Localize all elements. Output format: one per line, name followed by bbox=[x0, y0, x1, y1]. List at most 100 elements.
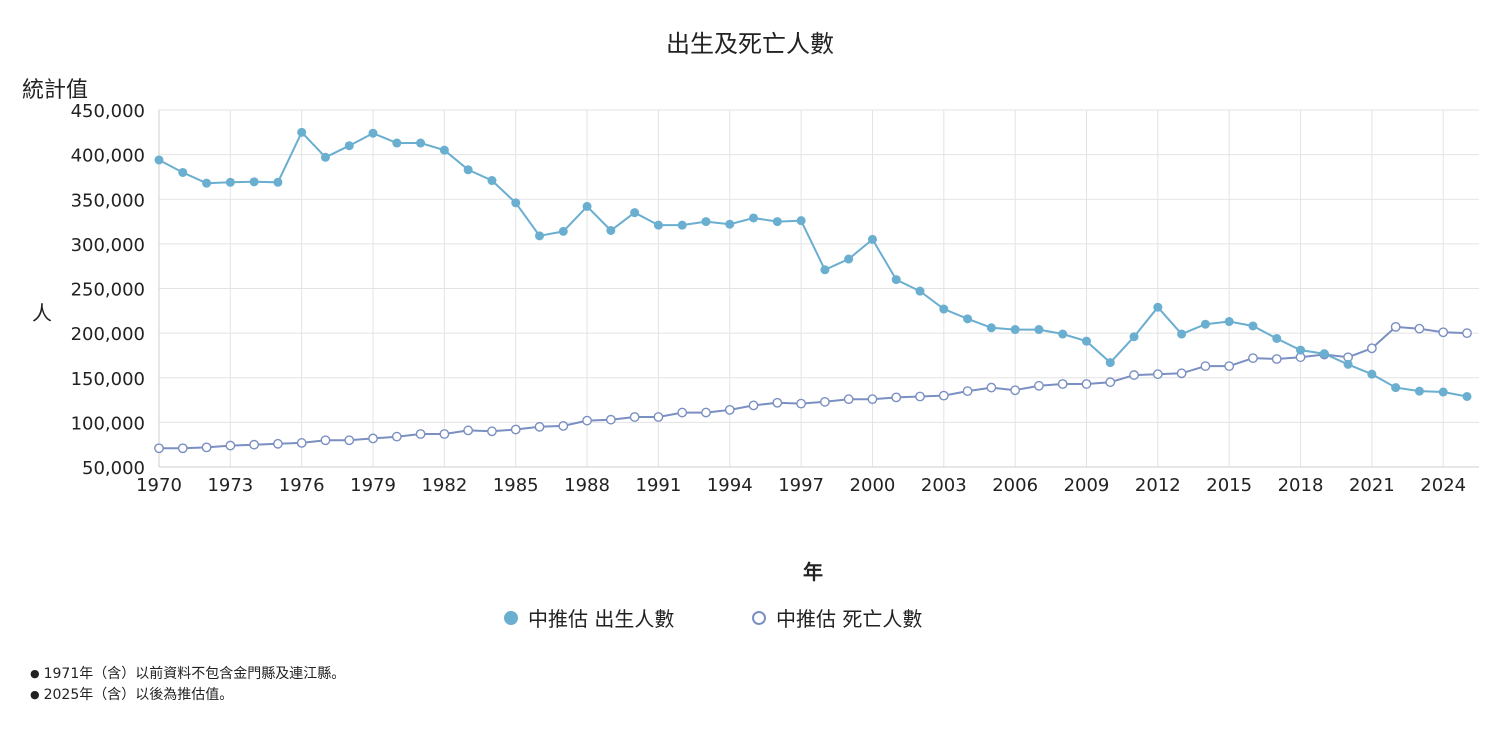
data-point-deaths bbox=[915, 391, 925, 402]
data-point-deaths bbox=[1248, 353, 1258, 364]
y-axis-category-label: 統計值 bbox=[22, 78, 89, 103]
data-point-births bbox=[249, 177, 259, 187]
data-point-births bbox=[963, 314, 973, 324]
data-point-births bbox=[677, 220, 687, 230]
data-point-births bbox=[225, 177, 235, 187]
data-point-births bbox=[1058, 329, 1068, 339]
series-line-births bbox=[158, 130, 1468, 398]
x-tick-label: 2000 bbox=[850, 475, 896, 496]
chart-axes: 450,000 400,000 350,000 300,000 250,000 200,0… bbox=[71, 101, 1479, 496]
legend-item-births[interactable]: 中推估 出生人數 bbox=[504, 603, 674, 632]
chart-notes: 1971年（含）以前資料不包含金門縣及連江縣。 2025年（含）以後為推估值。 bbox=[30, 664, 346, 706]
data-point-deaths bbox=[582, 415, 592, 426]
x-tick-label: 2018 bbox=[1278, 475, 1324, 496]
data-point-births bbox=[558, 226, 568, 236]
data-point-births bbox=[1248, 321, 1258, 331]
y-axis-unit-label: 人 bbox=[32, 301, 52, 325]
data-point-deaths bbox=[605, 414, 616, 425]
data-point-deaths bbox=[653, 412, 664, 422]
x-tick-label: 2024 bbox=[1420, 475, 1466, 496]
data-point-deaths bbox=[534, 421, 545, 432]
data-point-births bbox=[1010, 325, 1020, 335]
data-point-deaths bbox=[1010, 385, 1021, 396]
data-point-births bbox=[1296, 345, 1306, 355]
data-point-births bbox=[463, 165, 473, 175]
data-point-births bbox=[297, 127, 307, 137]
data-point-births bbox=[1319, 349, 1329, 359]
chart-legend: 中推估 出生人數 中推估 死亡人數 bbox=[0, 603, 1500, 633]
data-point-deaths bbox=[1081, 379, 1092, 389]
data-point-births bbox=[1034, 325, 1044, 335]
data-point-births bbox=[1200, 319, 1210, 329]
data-point-births bbox=[178, 167, 188, 177]
legend-label-births: 中推估 出生人數 bbox=[528, 607, 675, 631]
data-point-deaths bbox=[1462, 328, 1472, 339]
data-point-births bbox=[1153, 302, 1163, 312]
data-point-deaths bbox=[1176, 368, 1187, 379]
data-point-deaths bbox=[1152, 369, 1163, 380]
y-tick-label: 200,000 bbox=[71, 324, 145, 345]
data-point-deaths bbox=[439, 429, 450, 439]
data-point-births bbox=[344, 141, 354, 151]
data-point-deaths bbox=[1414, 323, 1425, 334]
data-point-births bbox=[320, 152, 330, 162]
data-point-deaths bbox=[677, 407, 688, 418]
y-tick-label: 450,000 bbox=[71, 101, 145, 122]
x-tick-label: 1979 bbox=[350, 475, 396, 496]
data-point-deaths bbox=[962, 386, 973, 397]
data-point-births bbox=[368, 128, 378, 138]
data-point-births bbox=[439, 145, 449, 155]
data-point-births bbox=[749, 213, 759, 223]
data-point-deaths bbox=[510, 424, 521, 435]
data-point-births bbox=[653, 220, 663, 230]
x-tick-label: 1976 bbox=[279, 475, 325, 496]
y-tick-label: 50,000 bbox=[82, 458, 145, 479]
data-point-births bbox=[487, 176, 497, 186]
data-point-births bbox=[772, 217, 782, 227]
note-item: 2025年（含）以後為推估值。 bbox=[30, 685, 345, 706]
series-line-deaths bbox=[159, 325, 1468, 450]
data-point-births bbox=[630, 208, 640, 218]
data-point-deaths bbox=[368, 433, 378, 444]
data-point-births bbox=[701, 217, 711, 227]
data-point-deaths bbox=[891, 392, 902, 403]
data-point-births bbox=[416, 138, 426, 148]
data-point-deaths bbox=[867, 394, 878, 405]
x-tick-label: 1970 bbox=[136, 475, 182, 496]
data-point-deaths bbox=[320, 435, 331, 446]
data-point-deaths bbox=[225, 440, 236, 451]
legend-item-deaths[interactable]: 中推估 死亡人數 bbox=[752, 603, 922, 632]
data-point-births bbox=[1462, 391, 1472, 401]
x-axis-label: 年 bbox=[803, 560, 823, 584]
data-point-deaths bbox=[391, 431, 402, 442]
x-tick-label: 2015 bbox=[1206, 475, 1252, 496]
data-point-births bbox=[606, 225, 616, 235]
data-point-deaths bbox=[1224, 361, 1235, 372]
data-point-births bbox=[1224, 317, 1234, 327]
data-point-births bbox=[939, 304, 949, 314]
data-point-deaths bbox=[273, 438, 283, 449]
data-point-births bbox=[535, 231, 545, 241]
data-point-births bbox=[915, 286, 925, 296]
y-tick-label: 400,000 bbox=[71, 146, 145, 167]
data-point-births bbox=[820, 265, 830, 275]
x-tick-label: 1991 bbox=[636, 475, 682, 496]
x-tick-label: 2009 bbox=[1064, 475, 1110, 496]
x-tick-label: 1997 bbox=[778, 475, 824, 496]
data-point-deaths bbox=[938, 390, 949, 401]
data-point-births bbox=[796, 216, 806, 226]
x-tick-label: 1994 bbox=[707, 475, 753, 496]
chart-grid bbox=[158, 109, 1479, 468]
data-point-deaths bbox=[1129, 370, 1139, 380]
data-point-deaths bbox=[796, 398, 807, 409]
data-point-deaths bbox=[177, 443, 188, 454]
data-point-births bbox=[392, 138, 402, 148]
y-tick-label: 100,000 bbox=[71, 413, 145, 434]
data-point-births bbox=[1105, 358, 1115, 368]
data-point-deaths bbox=[1366, 343, 1377, 354]
x-tick-label: 2006 bbox=[992, 475, 1038, 496]
x-tick-label: 2012 bbox=[1135, 475, 1181, 496]
data-point-deaths bbox=[724, 404, 735, 415]
data-point-deaths bbox=[1438, 327, 1449, 338]
